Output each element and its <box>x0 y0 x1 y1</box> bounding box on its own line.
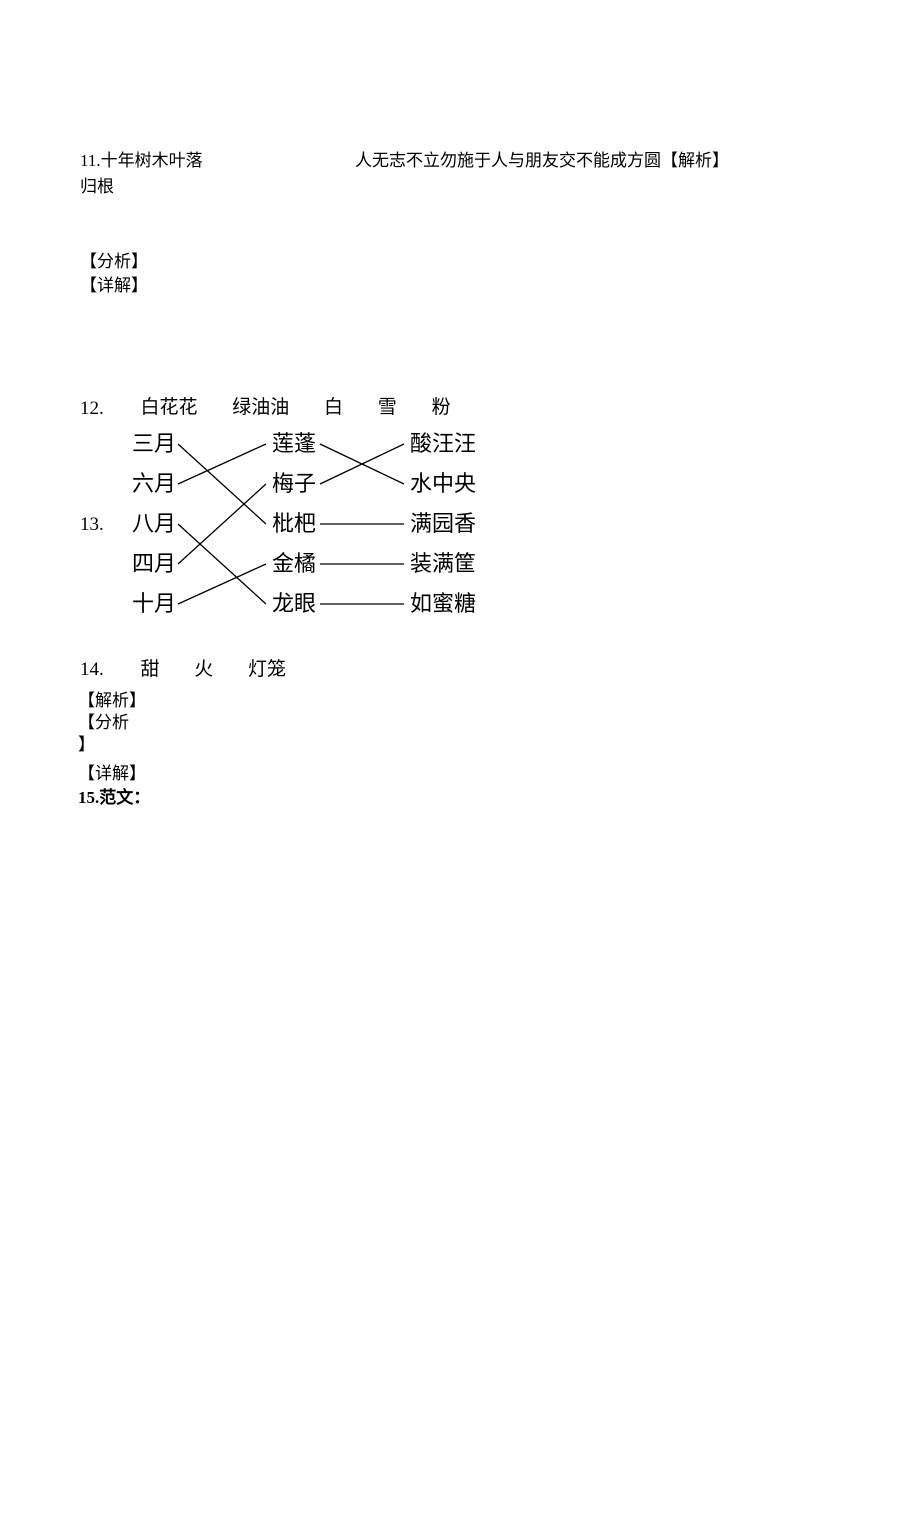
analysis-section-2: 【解析】 【分析 】 <box>78 690 146 756</box>
q11-line2: 归根 <box>80 177 114 196</box>
q12-word3: 白 <box>324 392 343 419</box>
q14-words: 甜 火 灯笼 <box>141 659 287 680</box>
question-14: 14. 甜 火 灯笼 <box>80 654 286 681</box>
fenxi-label: 【分析】 <box>80 250 148 274</box>
match-col3-item: 酸汪汪 <box>410 431 476 456</box>
match-edge <box>178 564 266 604</box>
q12-word4: 雪 <box>378 392 397 419</box>
q12-word2: 绿油油 <box>232 392 289 419</box>
match-col1-item: 十月 <box>132 591 176 616</box>
fanwen-label: 15.范文： <box>78 786 150 810</box>
q11-answer-text: 人无志不立勿施于人与朋友交不能成方圆【解析】 <box>355 146 729 171</box>
q14-word2: 火 <box>194 654 213 681</box>
q12-number: 12. <box>80 398 104 420</box>
match-col2-item: 枇杷 <box>272 511 316 536</box>
detail-section-2: 【详解】 15.范文： <box>78 762 150 810</box>
match-col1-item: 三月 <box>132 431 176 456</box>
fenxi-label-2b: 】 <box>78 734 146 756</box>
match-edge <box>178 484 266 564</box>
xiangjie-label: 【详解】 <box>80 274 148 298</box>
q11-line1: 11.十年树木叶落 <box>80 151 203 170</box>
match-col2-item: 莲蓬 <box>272 431 316 456</box>
q14-word3: 灯笼 <box>248 654 286 681</box>
match-col1-item: 八月 <box>132 511 176 536</box>
match-col1-item: 六月 <box>132 471 176 496</box>
fenxi-label-2a: 【分析 <box>78 712 146 734</box>
question-11-text: 11.十年树木叶落 归根 <box>80 148 203 199</box>
analysis-section-1: 【分析】 【详解】 <box>80 250 148 298</box>
q14-number: 14. <box>80 659 104 681</box>
match-edge <box>178 524 266 604</box>
match-edge <box>178 444 266 484</box>
q14-word1: 甜 <box>141 654 160 681</box>
jiexi-label: 【解析】 <box>78 690 146 712</box>
match-col3-item: 如蜜糖 <box>410 591 476 616</box>
matching-diagram: 三月 莲蓬 酸汪汪六月 梅子 水中央八月 枇杷 满园香四月 金橘 装满筐十月 龙眼 如蜜糖 <box>80 424 500 634</box>
match-col2-item: 龙眼 <box>272 591 316 616</box>
match-col3-item: 满园香 <box>410 511 476 536</box>
match-col3-item: 装满筐 <box>410 551 476 576</box>
match-col1-item: 四月 <box>132 551 176 576</box>
q12-word5: 粉 <box>432 392 451 419</box>
match-col2-item: 梅子 <box>272 471 316 496</box>
match-col2-item: 金橘 <box>272 551 316 576</box>
question-12: 12. 白花花 绿油油 白 雪 粉 <box>80 392 451 420</box>
q12-word1: 白花花 <box>141 392 198 419</box>
match-edge <box>178 444 266 524</box>
xiangjie-label-2: 【详解】 <box>78 762 150 786</box>
q12-words: 白花花 绿油油 白 雪 粉 <box>141 392 451 419</box>
match-col3-item: 水中央 <box>410 471 476 496</box>
